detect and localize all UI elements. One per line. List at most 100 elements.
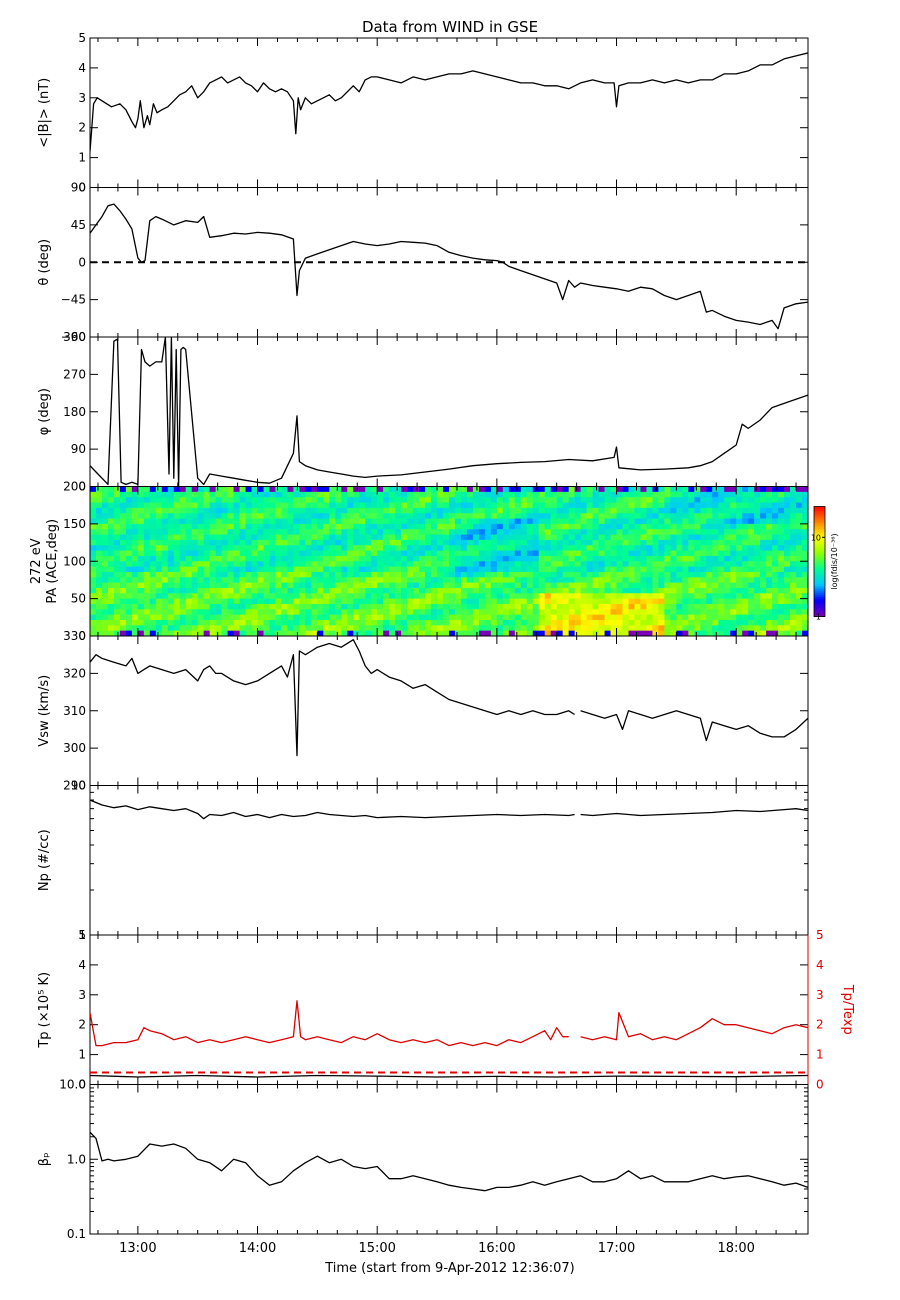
pad-cell — [317, 577, 324, 584]
pad-cell — [233, 619, 241, 626]
y2-tick-label: 3 — [816, 988, 824, 1002]
pad-cell — [90, 523, 97, 530]
pad-cell — [179, 491, 187, 498]
pad-cell — [466, 513, 474, 520]
pad-cell — [652, 545, 660, 552]
pad-cell — [670, 550, 677, 557]
pad-cell — [664, 571, 671, 578]
pad-cell — [371, 630, 378, 636]
pad-cell — [514, 513, 522, 520]
pad-cell — [287, 529, 295, 536]
pad-cell — [335, 507, 342, 514]
pad-cell — [742, 486, 749, 493]
pad-cell — [736, 502, 743, 509]
pad-cell — [706, 593, 713, 600]
pad-cell — [700, 587, 707, 594]
pad-cell — [640, 566, 648, 573]
pad-cell — [586, 582, 594, 589]
pad-cell — [478, 619, 486, 626]
pad-cell — [155, 513, 163, 520]
pad-cell — [592, 491, 600, 498]
pad-cell — [742, 497, 749, 504]
pad-cell — [209, 614, 217, 621]
pad-cell — [484, 587, 492, 594]
pad-cell — [95, 497, 103, 504]
pad-cell — [251, 630, 259, 636]
pad-cell — [496, 513, 504, 520]
pad-cell — [700, 614, 707, 621]
pad-cell — [790, 566, 797, 573]
pad-cell — [317, 582, 324, 589]
pad-cell — [748, 561, 755, 568]
pad-cell — [790, 529, 797, 536]
pad-cell — [299, 561, 306, 568]
pad-cell — [802, 630, 808, 636]
pad-cell — [257, 523, 265, 530]
pad-cell — [646, 545, 654, 552]
pad-cell — [167, 550, 175, 557]
pad-cell — [143, 625, 151, 632]
pad-cell — [670, 566, 677, 573]
pad-cell — [245, 539, 253, 546]
pad-cell — [580, 609, 588, 616]
pad-cell — [634, 593, 642, 600]
pad-cell — [215, 555, 223, 562]
pad-cell — [736, 625, 743, 632]
pad-cell — [317, 571, 324, 578]
pad-cell — [101, 614, 109, 621]
pad-cell — [341, 539, 348, 546]
pad-cell — [311, 534, 318, 541]
pad-cell — [263, 593, 271, 600]
pad-cell — [311, 513, 318, 520]
pad-cell — [233, 561, 241, 568]
pad-cell — [95, 603, 103, 610]
pad-cell — [425, 630, 432, 636]
pad-cell — [472, 625, 480, 632]
pad-cell — [550, 587, 558, 594]
pad-cell — [652, 513, 660, 520]
pad-cell — [586, 497, 594, 504]
pad-cell — [676, 609, 683, 616]
pad-cell — [119, 625, 127, 632]
pad-cell — [772, 550, 779, 557]
pad-cell — [185, 550, 193, 557]
pad-cell — [688, 486, 695, 493]
pad-cell — [173, 550, 181, 557]
pad-cell — [95, 571, 103, 578]
pad-cell — [682, 587, 689, 594]
pad-cell — [185, 545, 193, 552]
pad-cell — [113, 534, 121, 541]
pad-cell — [604, 497, 612, 504]
pad-cell — [502, 545, 510, 552]
pad-cell — [502, 630, 510, 636]
pad-cell — [125, 614, 133, 621]
pad-cell — [209, 609, 217, 616]
pad-cell — [784, 571, 791, 578]
pad-cell — [616, 497, 624, 504]
pad-cell — [610, 534, 618, 541]
pad-cell — [538, 566, 546, 573]
pad-cell — [341, 593, 348, 600]
pad-cell — [610, 518, 618, 525]
pad-cell — [760, 593, 767, 600]
pad-cell — [311, 497, 318, 504]
pad-cell — [772, 598, 779, 605]
pad-cell — [239, 561, 247, 568]
pad-cell — [664, 529, 671, 536]
pad-cell — [652, 609, 660, 616]
pad-cell — [149, 555, 157, 562]
pad-cell — [622, 598, 630, 605]
pad-cell — [419, 619, 426, 626]
pad-cell — [514, 630, 522, 636]
pad-cell — [682, 502, 689, 509]
pad-cell — [215, 502, 223, 509]
pad-cell — [347, 534, 354, 541]
pad-cell — [395, 625, 402, 632]
pad-cell — [802, 497, 808, 504]
pad-cell — [802, 502, 808, 509]
pad-cell — [490, 625, 498, 632]
pad-cell — [616, 598, 624, 605]
pad-cell — [604, 571, 612, 578]
pad-cell — [484, 539, 492, 546]
pad-cell — [203, 518, 211, 525]
